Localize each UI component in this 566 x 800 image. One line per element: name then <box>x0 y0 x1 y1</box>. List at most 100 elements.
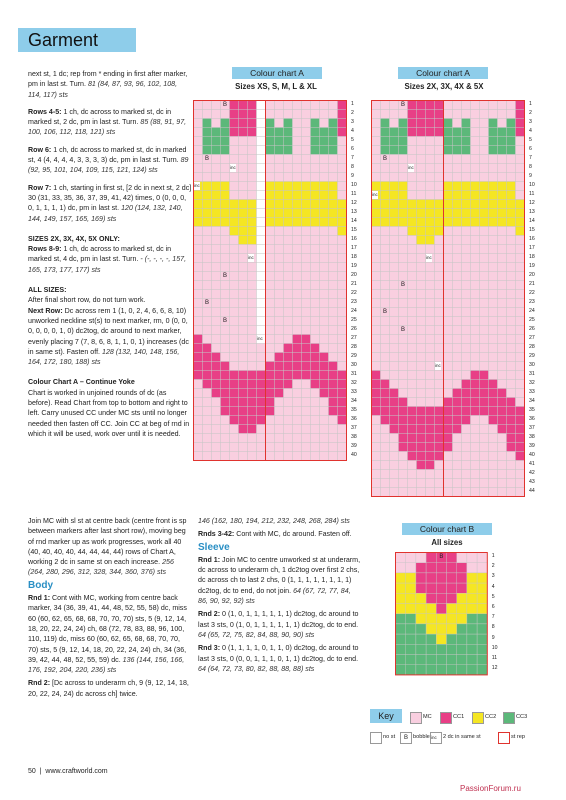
chart-cell <box>434 289 444 299</box>
chart-cell <box>416 424 426 434</box>
chart-cell <box>328 397 338 407</box>
chart-cell <box>434 271 444 281</box>
chart-cell <box>337 325 347 335</box>
chart-cell <box>265 253 275 263</box>
chart-cell <box>292 235 302 245</box>
chart-cell <box>416 262 426 272</box>
chart-cell <box>380 451 390 461</box>
chart-cell <box>328 370 338 380</box>
chart-cell <box>415 582 427 594</box>
chart-cell <box>328 325 338 335</box>
chart-cell <box>202 181 212 191</box>
chart-cell <box>452 361 462 371</box>
row-number: 20 <box>529 272 535 278</box>
chart-cell <box>238 235 248 245</box>
chart-cell <box>328 118 338 128</box>
chart-cell <box>265 118 275 128</box>
chart-cell <box>220 190 230 200</box>
row-number: 1 <box>529 101 532 107</box>
chart-cell <box>470 298 480 308</box>
chart-cell <box>371 433 381 443</box>
chart-cell <box>425 603 437 614</box>
chart-cell <box>193 217 203 227</box>
chart-cell <box>283 217 293 227</box>
chart-cell <box>247 181 257 191</box>
chart-cell <box>407 478 417 488</box>
chart-cell <box>238 172 248 182</box>
chart-cell <box>488 208 498 218</box>
chart-cell <box>371 460 381 470</box>
chart-cell <box>211 280 221 290</box>
chart-cell <box>283 352 293 362</box>
chart-cell <box>274 136 284 146</box>
chart-cell <box>380 379 390 389</box>
chart-cell <box>425 415 435 425</box>
chart-cell <box>389 442 399 452</box>
chart-cell <box>256 127 266 137</box>
chart-cell <box>265 154 275 164</box>
chart-cell <box>319 271 329 281</box>
chart-cell <box>452 208 462 218</box>
chart-cell <box>398 262 408 272</box>
chart-cell <box>470 415 480 425</box>
chart-cell <box>479 190 489 200</box>
chart-cell <box>488 415 498 425</box>
chart-cell <box>283 127 293 137</box>
chart-cell <box>443 253 453 263</box>
chart-cell <box>256 442 266 452</box>
chart-cell <box>337 415 347 425</box>
row-number: 6 <box>351 146 354 152</box>
chart-cell <box>371 262 381 272</box>
section-title: Garment <box>28 30 99 50</box>
chart-cell <box>436 623 447 635</box>
chart-cell <box>220 325 230 335</box>
chart-cell <box>506 127 516 137</box>
chart-cell <box>479 397 489 407</box>
chart-cell <box>461 370 471 380</box>
chart-cell <box>497 451 507 461</box>
chart-cell <box>506 280 516 290</box>
chart-cell <box>425 654 437 665</box>
chart-cell <box>265 433 275 443</box>
chart-cell <box>425 379 435 389</box>
chart-cell <box>247 109 257 119</box>
chart-cell <box>461 415 471 425</box>
row-number: 38 <box>529 434 535 440</box>
chart-cell <box>466 664 478 676</box>
row-number: 35 <box>529 407 535 413</box>
chart-cell <box>479 154 489 164</box>
chart-cell <box>515 172 525 182</box>
chart-cell <box>229 145 239 155</box>
row-number: 10 <box>529 182 535 188</box>
chart-cell <box>456 664 468 676</box>
chart-cell <box>220 181 230 191</box>
chart-cell <box>416 280 426 290</box>
chart-cell <box>337 352 347 362</box>
chart-cell <box>220 307 230 317</box>
key-label: 2 dc in same st <box>443 734 481 740</box>
chart-cell <box>229 208 239 218</box>
chart-cell <box>488 109 498 119</box>
chart-cell <box>416 118 426 128</box>
chart-cell <box>416 460 426 470</box>
chart-cell <box>506 100 516 110</box>
chart-cell <box>319 316 329 326</box>
chart-cell <box>292 451 302 461</box>
chart-cell <box>256 424 266 434</box>
chart-grid-svg <box>395 552 488 676</box>
sleeve-heading: Sleeve <box>198 541 230 553</box>
chart-cell <box>398 334 408 344</box>
chart-cell <box>292 100 302 110</box>
chart-cell <box>265 271 275 281</box>
chart-cell <box>202 388 212 398</box>
chart-cell <box>337 253 347 263</box>
chart-cell <box>461 100 471 110</box>
chart-cell <box>405 572 417 584</box>
chart-cell <box>497 127 507 137</box>
chart-cell <box>416 145 426 155</box>
chart-cell <box>389 307 399 317</box>
chart-cell <box>443 298 453 308</box>
chart-cell <box>389 154 399 164</box>
chart-cell <box>301 118 311 128</box>
chart-cell <box>319 298 329 308</box>
